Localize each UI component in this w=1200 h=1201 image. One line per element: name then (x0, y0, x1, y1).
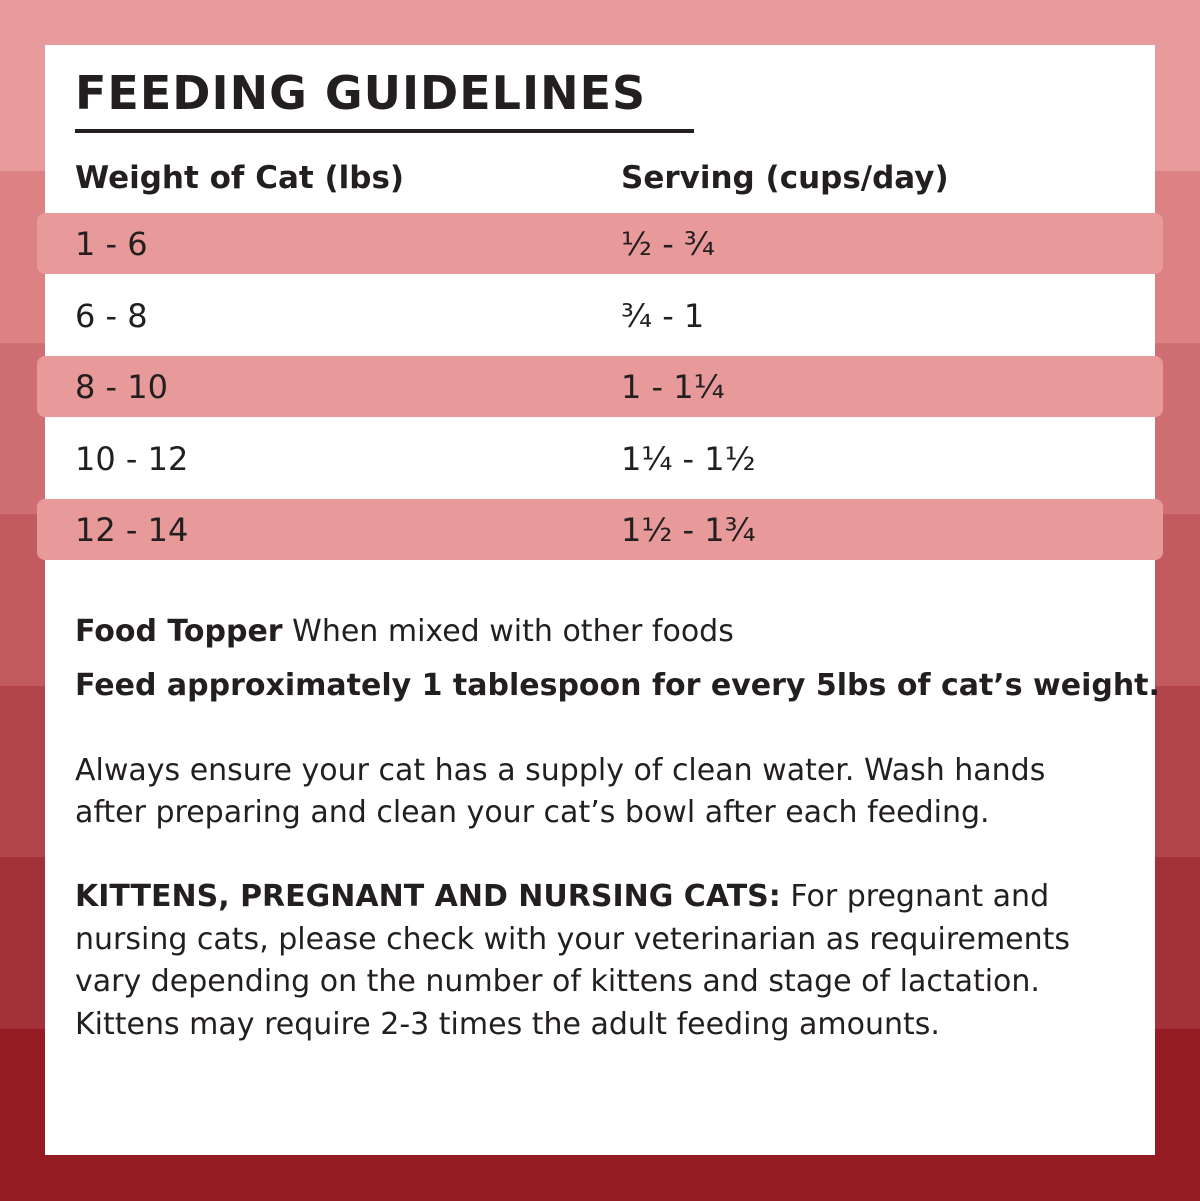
table-cell-weight: 8 - 10 (75, 368, 168, 406)
kittens-text: For pregnant and (790, 879, 1050, 914)
table-cell-weight: 6 - 8 (75, 296, 148, 335)
row-highlight (37, 356, 1163, 417)
table-cell-serving: ½ - ¾ (621, 225, 715, 263)
table-cell-weight: 10 - 12 (75, 439, 189, 478)
page-title: FEEDING GUIDELINES (75, 66, 647, 120)
column-header-serving: Serving (cups/day) (621, 160, 949, 196)
table-cell-serving: ¾ - 1 (621, 296, 705, 335)
table-cell-serving: 1½ - 1¾ (621, 511, 756, 549)
food-topper-label: Food Topper (75, 614, 283, 649)
kittens-line-2: nursing cats, please check with your vet… (75, 922, 1071, 957)
column-header-weight: Weight of Cat (lbs) (75, 160, 405, 196)
table-cell-serving: 1¼ - 1½ (621, 439, 756, 478)
kittens-line-4: Kittens may require 2-3 times the adult … (75, 1007, 940, 1042)
row-highlight (37, 499, 1163, 560)
table-cell-weight: 1 - 6 (75, 225, 148, 263)
kittens-line-3: vary depending on the number of kittens … (75, 964, 1040, 999)
row-highlight (37, 213, 1163, 274)
table-cell-weight: 12 - 14 (75, 511, 189, 549)
kittens-line-1: KITTENS, PREGNANT AND NURSING CATS: For … (75, 876, 1049, 918)
title-underline (75, 129, 694, 133)
food-topper-text: When mixed with other foods (292, 614, 734, 649)
water-note-line-2: after preparing and clean your cat’s bow… (75, 795, 990, 830)
food-topper-instruction: Feed approximately 1 tablespoon for ever… (75, 668, 1160, 703)
food-topper-line: Food Topper When mixed with other foods (75, 611, 734, 653)
water-note-line-1: Always ensure your cat has a supply of c… (75, 753, 1046, 788)
table-cell-serving: 1 - 1¼ (621, 368, 725, 406)
kittens-label: KITTENS, PREGNANT AND NURSING CATS: (75, 879, 781, 914)
